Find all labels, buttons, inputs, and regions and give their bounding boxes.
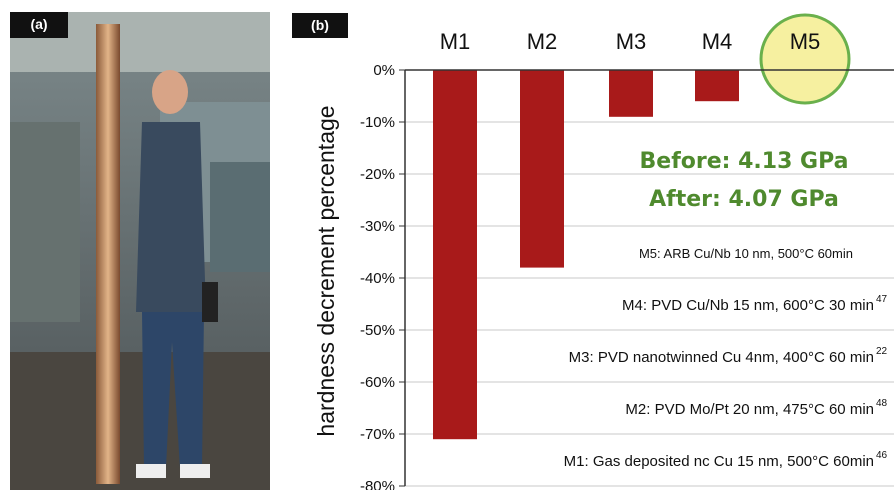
photo-panel-a: (a) — [10, 12, 270, 490]
left-equipment — [10, 122, 80, 322]
y-tick-label: -60% — [360, 374, 395, 391]
y-tick-label: -80% — [360, 478, 395, 490]
y-tick-label: -30% — [360, 218, 395, 235]
bar-m1 — [433, 70, 477, 440]
legend-reference: 48 — [876, 398, 888, 409]
bar-m4 — [695, 70, 739, 102]
legend-reference: 46 — [876, 450, 888, 461]
legend-entry-5: M5: ARB Cu/Nb 10 nm, 500°C 60min — [639, 246, 853, 261]
legend-entries: M5: ARB Cu/Nb 10 nm, 500°C 60min M4: PVD … — [564, 246, 888, 470]
legend-entry-4: M4: PVD Cu/Nb 15 nm, 600°C 30 min — [622, 297, 874, 314]
panel-b-tag: (b) — [292, 13, 348, 38]
axes — [399, 69, 894, 487]
highlight-circle — [759, 13, 851, 105]
person-shirt — [136, 122, 206, 312]
copper-rod — [96, 24, 120, 484]
y-tick-label: -70% — [360, 426, 395, 443]
person-glove — [202, 282, 218, 322]
annotation-after: After: 4.07 GPa — [649, 187, 839, 212]
panel-a-tag: (a) — [10, 12, 68, 38]
category-label-m4: M4 — [702, 29, 733, 54]
legend-entry-2: M2: PVD Mo/Pt 20 nm, 475°C 60 min — [625, 401, 874, 418]
bar-m2 — [520, 70, 564, 268]
y-tick-label: -10% — [360, 114, 395, 131]
legend-reference: 47 — [876, 294, 888, 305]
category-label-m2: M2 — [527, 29, 558, 54]
person-jeans — [142, 312, 204, 468]
annotation-before: Before: 4.13 GPa — [640, 149, 849, 174]
y-tick-label: -20% — [360, 166, 395, 183]
y-tick-label: -40% — [360, 270, 395, 287]
legend-entry-3: M3: PVD nanotwinned Cu 4nm, 400°C 60 min — [569, 349, 874, 366]
gridlines — [405, 121, 894, 487]
legend-reference: 22 — [876, 346, 888, 357]
shoe-right — [180, 464, 210, 478]
category-label-m5: M5 — [790, 29, 821, 54]
category-label-m1: M1 — [440, 29, 471, 54]
y-axis-label: hardness decrement percentage — [313, 105, 339, 436]
bar-m3 — [609, 70, 653, 117]
y-tick-label: -50% — [360, 322, 395, 339]
shoe-left — [136, 464, 166, 478]
y-tick-labels: 0% -10% -20% -30% -40% -50% -60% -70% -80% — [360, 62, 395, 490]
legend-entry-1: M1: Gas deposited nc Cu 15 nm, 500°C 60m… — [564, 453, 874, 470]
photo-scene — [10, 12, 270, 490]
y-tick-label: 0% — [373, 62, 395, 79]
person-head — [152, 70, 188, 114]
category-labels: M1 M2 M3 M4 M5 — [440, 29, 821, 54]
highlight-layer — [759, 13, 851, 105]
control-panel — [210, 162, 270, 272]
category-label-m3: M3 — [616, 29, 647, 54]
